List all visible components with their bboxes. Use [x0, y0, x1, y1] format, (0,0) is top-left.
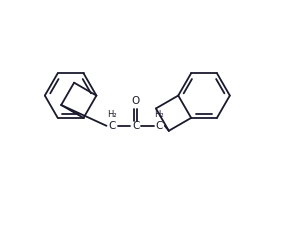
Text: C: C — [108, 121, 116, 131]
Text: C: C — [156, 121, 163, 131]
Text: H₂: H₂ — [107, 110, 117, 119]
Text: H₂: H₂ — [154, 110, 164, 119]
Text: O: O — [131, 96, 140, 106]
Text: C: C — [132, 121, 139, 131]
